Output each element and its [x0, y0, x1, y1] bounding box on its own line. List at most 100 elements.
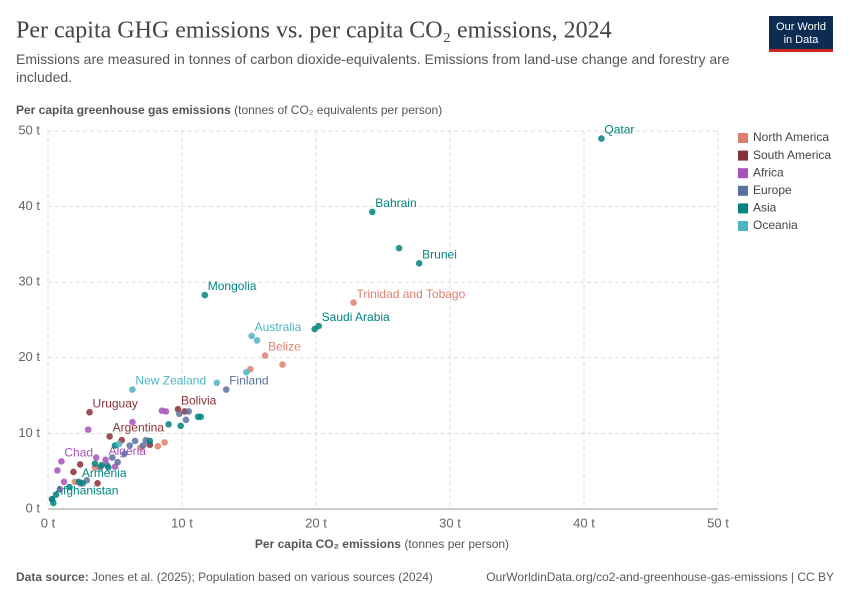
point: [154, 442, 162, 450]
point: [52, 491, 60, 498]
point-label: Saudi Arabia: [322, 310, 390, 324]
source-text: Jones et al. (2025); Population based on…: [92, 570, 433, 584]
point: [213, 379, 221, 387]
point-label: Armenia: [82, 466, 127, 480]
point: [94, 479, 101, 487]
legend-label[interactable]: Africa: [753, 165, 784, 179]
x-axis-label: Per capita CO₂ emissions (tonnes per per…: [255, 537, 509, 551]
point: [139, 442, 147, 449]
x-axis-unit: (tonnes per person): [404, 537, 509, 551]
legend-swatch[interactable]: [738, 133, 748, 143]
x-axis-title: Per capita CO₂ emissions: [255, 537, 401, 551]
point: [261, 352, 269, 359]
point: [222, 386, 230, 393]
point: [185, 408, 192, 415]
point: [177, 422, 184, 430]
point: [102, 456, 109, 464]
legend-swatch[interactable]: [738, 203, 748, 214]
point-label: Qatar: [604, 123, 634, 137]
logo[interactable]: Our World in Data: [769, 16, 833, 52]
point: [197, 413, 205, 421]
point-label: Bahrain: [375, 196, 416, 210]
legend-swatch[interactable]: [738, 185, 748, 196]
point: [91, 460, 99, 467]
point: [311, 325, 318, 333]
y-axis-label: Per capita greenhouse gas emissions (ton…: [16, 103, 442, 117]
subtitle-box: Emissions are measured in tonnes of carb…: [16, 51, 730, 85]
point-label: Algeria: [109, 444, 147, 458]
y-tick-label: 10 t: [18, 425, 40, 440]
y-tick-label: 40 t: [18, 198, 40, 213]
y-tick-label: 0 t: [26, 500, 41, 515]
point: [84, 426, 92, 433]
point: [106, 433, 113, 440]
point: [165, 421, 172, 428]
legend-label[interactable]: Asia: [753, 201, 777, 215]
point: [279, 361, 286, 368]
point: [86, 408, 93, 416]
legend-label[interactable]: Europe: [753, 183, 792, 197]
point-label: Mongolia: [208, 279, 257, 293]
point-label: New Zealand: [135, 374, 206, 388]
point: [56, 486, 64, 493]
point-label: Trinidad and Tobago: [357, 287, 466, 301]
y-tick-label: 20 t: [18, 349, 40, 364]
point: [54, 467, 61, 474]
point: [66, 483, 73, 491]
point: [162, 408, 170, 415]
legend-label[interactable]: North America: [753, 130, 829, 144]
point: [146, 437, 154, 445]
point: [368, 208, 376, 216]
x-tick-label: 0 t: [41, 515, 56, 530]
source: Data source: Jones et al. (2025); Popula…: [16, 570, 433, 584]
x-tick-label: 20 t: [305, 515, 327, 530]
point-label: Chad: [64, 446, 93, 460]
y-tick-label: 50 t: [18, 122, 40, 137]
point: [115, 440, 123, 448]
point: [395, 244, 403, 252]
point-label: Bolivia: [181, 393, 217, 407]
point: [182, 416, 190, 424]
y-axis-title: Per capita greenhouse gas emissions: [16, 103, 231, 117]
logo-bar: [769, 49, 833, 52]
point: [131, 437, 139, 445]
legend-label[interactable]: South America: [753, 148, 831, 162]
x-tick-label: 40 t: [573, 515, 595, 530]
point: [114, 458, 121, 466]
point: [60, 478, 68, 486]
point: [176, 410, 183, 418]
point: [253, 337, 261, 344]
point: [161, 439, 168, 446]
point: [70, 468, 77, 476]
y-axis-unit: (tonnes of CO₂ equivalents per person): [234, 103, 442, 117]
point: [415, 260, 423, 267]
point-label: Afghanistan: [55, 483, 118, 497]
point: [79, 479, 87, 487]
point: [50, 499, 57, 507]
plot: 0 t 10 t 20 t 30 t 40 t 50 t 0 t 10 t 20 t 30 t 40…: [18, 122, 831, 530]
point-label: Finland: [229, 374, 268, 388]
legend-label[interactable]: Oceania: [753, 218, 798, 232]
point: [76, 461, 84, 468]
point: [248, 332, 255, 340]
point: [109, 454, 116, 461]
point: [129, 386, 136, 393]
logo-text: Our World: [776, 21, 826, 33]
legend-swatch[interactable]: [738, 221, 748, 231]
url[interactable]: OurWorldinData.org/co2-and-greenhouse-ga…: [486, 570, 834, 584]
source-label: Data source:: [16, 570, 89, 584]
x-tick-label: 50 t: [707, 515, 729, 530]
logo-text: in Data: [784, 34, 820, 46]
point: [350, 299, 357, 306]
point: [598, 135, 605, 142]
y-tick-label: 30 t: [18, 274, 40, 289]
legend-swatch[interactable]: [738, 150, 748, 161]
point-label: Australia: [255, 320, 302, 334]
point: [129, 418, 136, 426]
legend-swatch[interactable]: [738, 168, 748, 179]
point-label: Uruguay: [93, 396, 138, 410]
point-label: Argentina: [113, 421, 165, 435]
point: [105, 464, 112, 471]
x-tick-label: 10 t: [171, 515, 193, 530]
